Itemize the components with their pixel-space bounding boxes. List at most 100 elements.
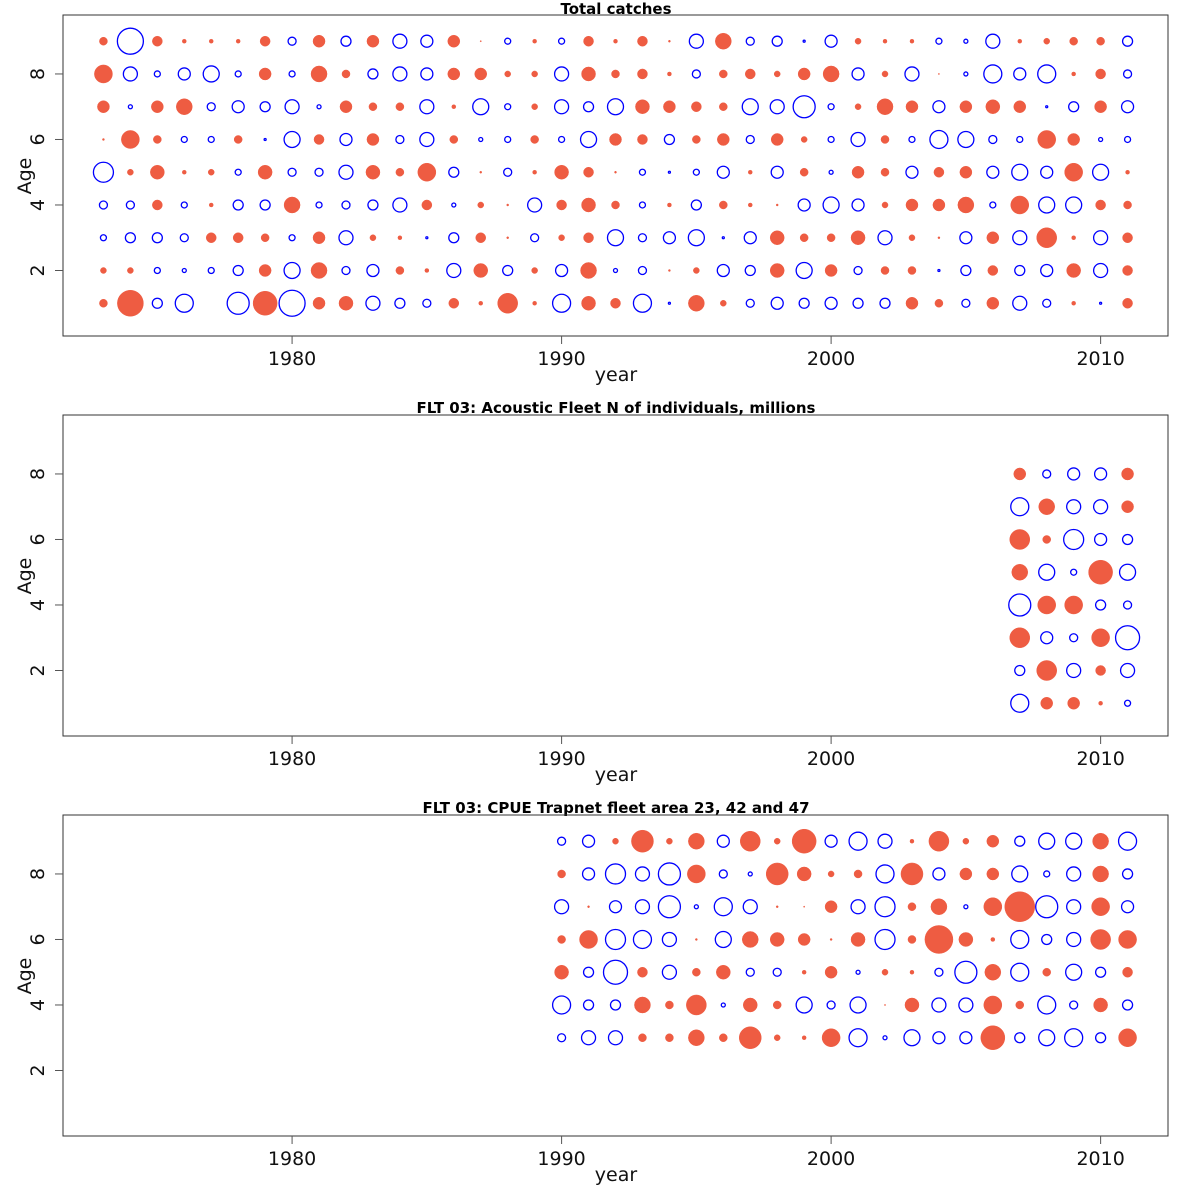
bubble-positive — [1066, 263, 1081, 278]
bubble-negative — [905, 165, 919, 179]
bubble-positive — [474, 67, 487, 81]
bubble-positive — [473, 263, 488, 278]
bubble-positive — [900, 862, 924, 886]
bubble-negative — [637, 233, 648, 243]
bubble-positive — [310, 65, 328, 83]
bubble-positive — [765, 862, 789, 886]
bubble-positive — [1095, 68, 1106, 80]
bubble-positive — [258, 67, 272, 81]
bubble-negative — [744, 264, 756, 277]
bubble-negative — [716, 834, 730, 848]
bubble-negative — [1121, 999, 1134, 1011]
bubble-positive — [260, 233, 270, 242]
bubble-negative — [116, 27, 145, 55]
bubble-negative — [392, 197, 408, 213]
bubble-negative — [638, 168, 647, 176]
bubble-negative — [1117, 831, 1138, 851]
bubble-positive — [421, 199, 433, 211]
bubble-positive — [769, 932, 785, 947]
bubble-positive — [719, 200, 728, 210]
bubble-negative — [932, 1031, 946, 1045]
y-axis-label: Age — [14, 158, 36, 195]
bubble-negative — [851, 198, 865, 212]
bubble-negative — [234, 168, 242, 176]
bubble-negative — [127, 104, 134, 110]
bubble-negative — [263, 137, 267, 142]
bubble-positive — [97, 100, 110, 113]
bubble-positive — [717, 133, 730, 146]
bubble-positive — [310, 262, 328, 279]
bubble-negative — [931, 997, 947, 1013]
bubble-positive — [797, 933, 811, 946]
bubble-negative — [283, 130, 301, 149]
bubble-negative — [769, 99, 785, 115]
bubble-negative — [828, 169, 834, 175]
y-tick-label: 6 — [27, 133, 49, 145]
bubble-positive — [824, 264, 838, 277]
bubble-negative — [1067, 467, 1081, 481]
bubble-negative — [908, 135, 916, 144]
bubble-positive — [686, 994, 707, 1016]
bubble-negative — [1119, 662, 1136, 679]
bubble-negative — [932, 867, 946, 881]
bubble-positive — [207, 168, 215, 176]
bubble-positive — [908, 234, 916, 241]
y-axis-label: Age — [14, 558, 36, 595]
bubble-negative — [772, 967, 782, 977]
x-tick-label: 1980 — [268, 348, 316, 370]
bubble-negative — [422, 298, 432, 308]
bubble-negative — [959, 231, 973, 245]
x-tick-label: 1990 — [537, 748, 585, 770]
bubble-positive — [980, 1025, 1006, 1050]
bubble-positive — [478, 300, 483, 306]
bubble-positive — [881, 201, 889, 209]
bubble-positive — [688, 832, 705, 850]
bubble-negative — [667, 170, 672, 174]
bubble-negative — [849, 996, 867, 1014]
bubble-positive — [924, 925, 954, 954]
bubble-negative — [958, 997, 974, 1013]
bubble-positive — [208, 202, 214, 208]
bubble-positive — [504, 70, 511, 78]
bubble-positive — [338, 295, 354, 311]
bubble-negative — [604, 863, 627, 885]
bubble-negative — [367, 68, 379, 80]
bubble-positive — [663, 100, 676, 113]
bubble-negative — [604, 928, 627, 951]
bubble-positive — [583, 35, 594, 47]
bubble-negative — [556, 836, 567, 846]
bubble-negative — [957, 130, 975, 149]
bubble-negative — [718, 869, 728, 879]
bubble-negative — [1065, 196, 1083, 214]
bubble-positive — [1096, 36, 1105, 46]
bubble-positive — [637, 68, 648, 80]
bubble-positive — [692, 967, 701, 977]
bubble-negative — [932, 100, 946, 114]
bubble-negative — [632, 293, 653, 313]
bubble-negative — [602, 959, 629, 985]
bubble-negative — [983, 64, 1003, 84]
bubble-negative — [745, 36, 755, 46]
bubble-negative — [795, 261, 813, 280]
bubble-positive — [850, 932, 866, 947]
bubble-negative — [771, 35, 783, 47]
bubble-positive — [797, 67, 811, 81]
bubble-negative — [1066, 499, 1082, 515]
bubble-negative — [606, 229, 625, 247]
bubble-positive — [1067, 696, 1080, 710]
bubble-negative — [581, 867, 596, 881]
bubble-negative — [202, 65, 220, 83]
bubble-negative — [657, 862, 682, 886]
bubble-negative — [1014, 264, 1026, 277]
bubble-positive — [1013, 467, 1027, 481]
bubble-negative — [716, 165, 730, 179]
bubble-positive — [631, 829, 654, 853]
bubble-negative — [827, 135, 835, 144]
bubble-negative — [745, 134, 755, 145]
bubble-positive — [932, 198, 946, 212]
bubble-negative — [504, 37, 512, 45]
bubble-positive — [801, 1035, 807, 1040]
bubble-positive — [770, 133, 784, 146]
bubble-positive — [881, 70, 889, 78]
bubble-negative — [848, 831, 868, 851]
